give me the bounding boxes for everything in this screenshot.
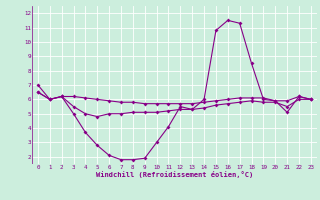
X-axis label: Windchill (Refroidissement éolien,°C): Windchill (Refroidissement éolien,°C) xyxy=(96,171,253,178)
